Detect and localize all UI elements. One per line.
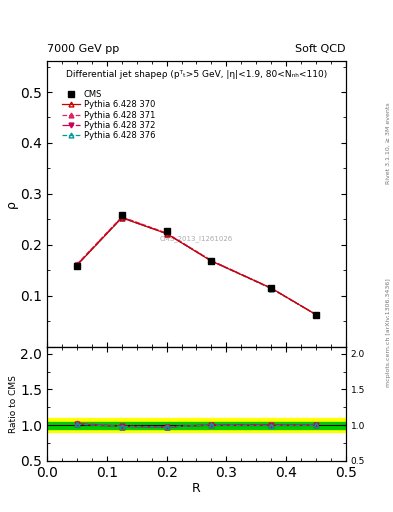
- Text: 7000 GeV pp: 7000 GeV pp: [47, 44, 119, 54]
- Pythia 6.428 371: [314, 311, 318, 317]
- Pythia 6.428 376: [314, 311, 318, 317]
- Pythia 6.428 376: [164, 230, 169, 237]
- Pythia 6.428 372: [75, 262, 79, 268]
- Text: Soft QCD: Soft QCD: [296, 44, 346, 54]
- Pythia 6.428 370: [119, 215, 124, 221]
- Pythia 6.428 370: [209, 258, 214, 264]
- Pythia 6.428 370: [314, 311, 318, 317]
- Pythia 6.428 371: [164, 230, 169, 236]
- Pythia 6.428 372: [119, 214, 124, 220]
- Text: Rivet 3.1.10, ≥ 3M events: Rivet 3.1.10, ≥ 3M events: [386, 102, 391, 184]
- Pythia 6.428 376: [119, 215, 124, 221]
- Line: CMS: CMS: [74, 212, 319, 317]
- Legend: CMS, Pythia 6.428 370, Pythia 6.428 371, Pythia 6.428 372, Pythia 6.428 376: CMS, Pythia 6.428 370, Pythia 6.428 371,…: [60, 89, 157, 142]
- CMS: [164, 227, 169, 233]
- Text: CMS_2013_I1261026: CMS_2013_I1261026: [160, 235, 233, 242]
- Pythia 6.428 376: [269, 286, 274, 292]
- Bar: [47, 418, 346, 432]
- Pythia 6.428 370: [164, 230, 169, 237]
- Pythia 6.428 370: [75, 262, 79, 268]
- Pythia 6.428 372: [314, 311, 318, 317]
- Pythia 6.428 372: [164, 230, 169, 237]
- Bar: [47, 421, 346, 429]
- Text: mcplots.cern.ch [arXiv:1306.3436]: mcplots.cern.ch [arXiv:1306.3436]: [386, 279, 391, 387]
- Line: Pythia 6.428 370: Pythia 6.428 370: [75, 216, 318, 317]
- CMS: [314, 311, 318, 317]
- Line: Pythia 6.428 372: Pythia 6.428 372: [75, 215, 318, 317]
- Pythia 6.428 376: [75, 262, 79, 268]
- CMS: [209, 258, 214, 264]
- Line: Pythia 6.428 376: Pythia 6.428 376: [75, 216, 318, 317]
- Pythia 6.428 371: [75, 261, 79, 267]
- Line: Pythia 6.428 371: Pythia 6.428 371: [75, 215, 318, 317]
- CMS: [119, 212, 124, 218]
- Pythia 6.428 371: [119, 214, 124, 220]
- Pythia 6.428 376: [209, 258, 214, 264]
- Pythia 6.428 371: [269, 285, 274, 291]
- Pythia 6.428 372: [269, 285, 274, 291]
- CMS: [269, 285, 274, 291]
- X-axis label: R: R: [192, 482, 201, 496]
- Y-axis label: Ratio to CMS: Ratio to CMS: [9, 375, 18, 433]
- Pythia 6.428 371: [209, 258, 214, 264]
- CMS: [75, 263, 79, 269]
- Text: Differential jet shapeρ (pᵀₜ>5 GeV, |η|<1.9, 80<Nₙₕ<110): Differential jet shapeρ (pᵀₜ>5 GeV, |η|<…: [66, 70, 327, 79]
- Y-axis label: ρ: ρ: [5, 200, 18, 208]
- Pythia 6.428 370: [269, 285, 274, 291]
- Pythia 6.428 372: [209, 258, 214, 264]
